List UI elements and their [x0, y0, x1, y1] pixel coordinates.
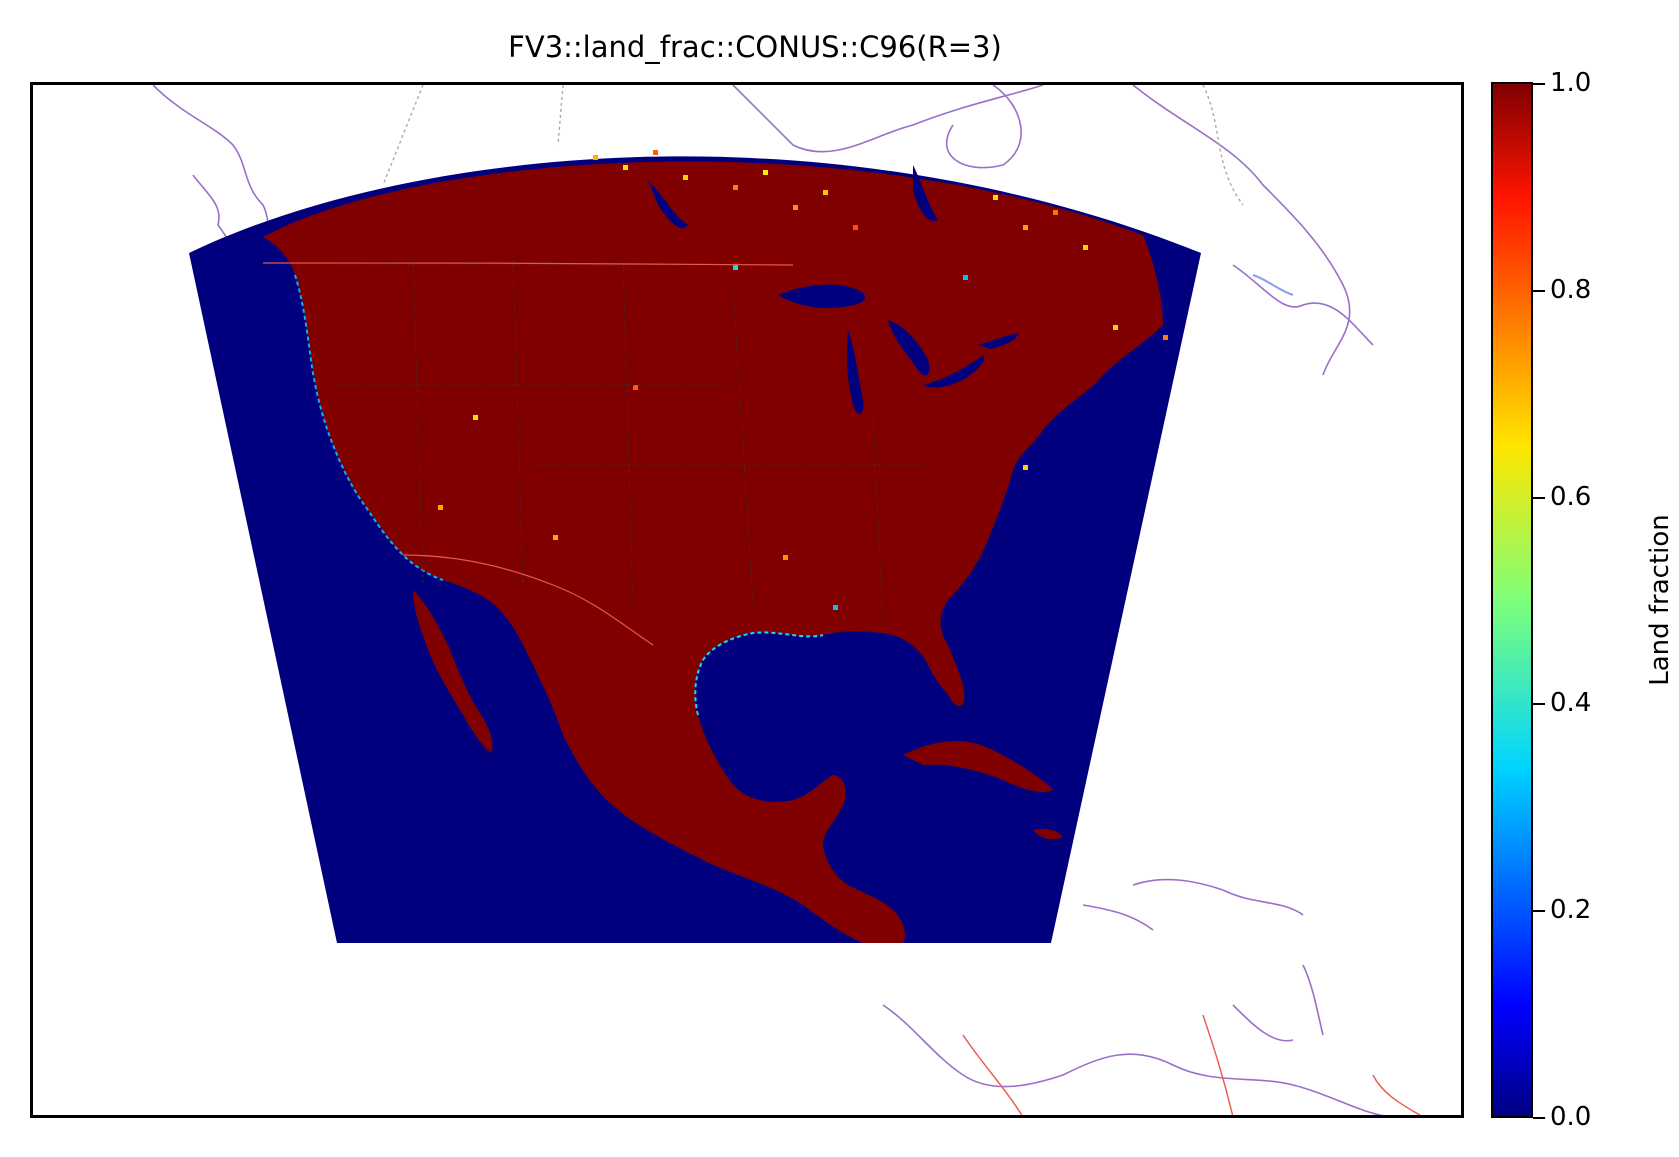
colorbar-tick-3	[1533, 497, 1545, 499]
colorbar-axis-label: Land fraction	[1645, 514, 1675, 686]
coastline-fractional-cells	[294, 274, 444, 581]
great-lakes	[648, 165, 1018, 415]
map-plot-area[interactable]	[30, 82, 1464, 1118]
colorbar-tick-1	[1533, 910, 1545, 912]
colorbar-tick-label: 0.0	[1550, 1102, 1592, 1132]
gulf-coast-fractional-cells	[694, 631, 824, 716]
land-hispaniola	[1033, 828, 1063, 840]
colorbar-tick-2	[1533, 703, 1545, 705]
land-baja-california	[413, 590, 493, 753]
outer-country-borders	[962, 1014, 1421, 1115]
outer-borders	[382, 85, 1244, 206]
map-title: FV3::land_frac::CONUS::C96(R=3)	[508, 30, 1002, 64]
colorbar-tick-label: 0.6	[1550, 482, 1592, 512]
colorbar-tick-5	[1533, 83, 1545, 85]
colorbar-tick-4	[1533, 290, 1545, 292]
colorbar-tick-label: 1.0	[1550, 68, 1592, 98]
state-borders	[333, 254, 933, 626]
land-cuba	[903, 740, 1053, 792]
colorbar-tick-label: 0.8	[1550, 275, 1592, 305]
land-florida	[928, 630, 964, 707]
colorbar-tick-0	[1533, 1117, 1545, 1119]
land-fraction-speckle	[438, 150, 1168, 610]
colorbar-tick-label: 0.2	[1550, 895, 1592, 925]
land-north-america	[263, 161, 1163, 944]
country-borders-inner	[262, 262, 794, 646]
colorbar-tick-label: 0.4	[1550, 688, 1592, 718]
colorbar	[1491, 82, 1533, 1118]
map-canvas	[152, 85, 1421, 1115]
colorbar-gradient	[1493, 84, 1531, 1116]
outer-coastlines	[152, 85, 1384, 1115]
